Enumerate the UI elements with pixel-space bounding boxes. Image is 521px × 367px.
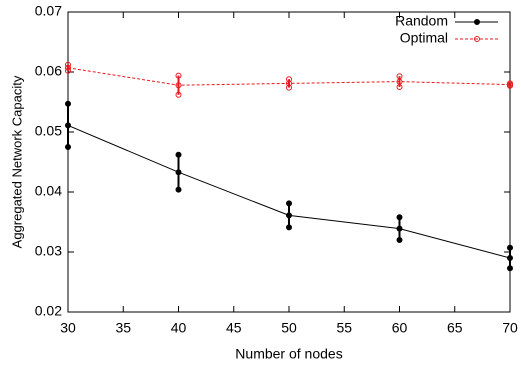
y-tick-label: 0.05 <box>35 123 62 139</box>
y-tick-label: 0.02 <box>35 303 62 319</box>
error-cap <box>65 61 71 68</box>
y-tick-label: 0.07 <box>35 3 62 19</box>
series-line <box>67 124 511 259</box>
data-point <box>286 212 292 219</box>
error-cap <box>65 67 71 74</box>
data-point <box>507 81 513 88</box>
y-axis-label: Aggregated Network Capacity <box>9 75 24 248</box>
data-point <box>507 255 513 261</box>
error-cap <box>286 76 292 83</box>
error-cap <box>286 200 292 207</box>
error-cap <box>507 244 513 251</box>
data-point <box>65 64 71 71</box>
data-point <box>396 225 403 232</box>
x-tick-label: 55 <box>336 320 352 336</box>
data-point <box>286 80 292 87</box>
error-cap <box>175 186 182 193</box>
plot-frame <box>67 11 511 313</box>
error-cap <box>65 100 71 107</box>
data-point <box>175 169 182 176</box>
error-cap <box>286 84 292 91</box>
data-point <box>396 78 403 85</box>
error-cap <box>175 151 182 158</box>
error-cap <box>396 237 403 243</box>
legend-marker <box>474 19 480 25</box>
error-cap <box>175 91 182 98</box>
legend-label: Optimal <box>400 30 448 46</box>
legend-marker <box>474 36 480 42</box>
error-cap <box>396 214 403 221</box>
legend-label: Random <box>395 13 448 29</box>
data-point <box>65 122 71 129</box>
x-tick-label: 60 <box>392 320 408 336</box>
error-cap <box>286 224 292 231</box>
x-tick-label: 40 <box>171 320 187 336</box>
x-tick-label: 70 <box>502 320 518 336</box>
x-tick-label: 35 <box>115 320 131 336</box>
data-point <box>175 82 182 89</box>
error-cap <box>65 144 71 150</box>
x-axis-label: Number of nodes <box>235 346 342 362</box>
x-tick-label: 30 <box>60 320 76 336</box>
error-cap <box>507 265 513 272</box>
error-cap <box>175 72 182 79</box>
y-tick-label: 0.06 <box>35 63 62 79</box>
x-tick-label: 65 <box>447 320 463 336</box>
y-tick-label: 0.03 <box>35 243 62 259</box>
x-tick-label: 50 <box>281 320 297 336</box>
y-tick-label: 0.04 <box>35 183 62 199</box>
x-tick-label: 45 <box>226 320 242 336</box>
